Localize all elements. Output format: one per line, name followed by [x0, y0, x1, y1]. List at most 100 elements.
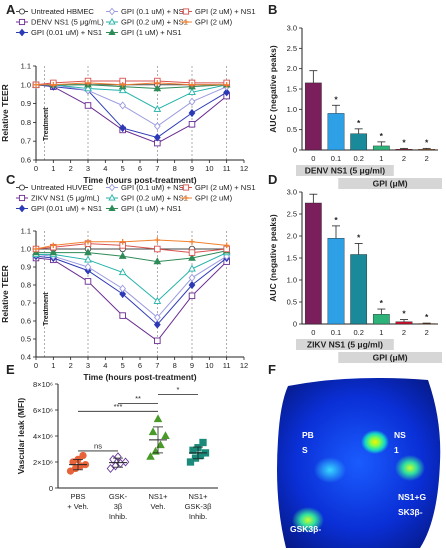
signal-spot: [292, 507, 324, 533]
data-point: [119, 289, 127, 299]
series-line: [35, 243, 227, 254]
x-tick-label: 0.1: [331, 328, 341, 337]
x-tick-label: 9: [190, 361, 194, 370]
tissue-background: [277, 378, 441, 548]
x-tick-label: 2: [69, 361, 73, 370]
legend-label: GPI (1 uM) + NS1: [121, 204, 182, 213]
signal-spot: [395, 455, 425, 481]
group-label: ZIKV NS1 (5 μg/ml): [307, 340, 383, 350]
x-tick-label: 11: [223, 361, 231, 370]
legend-marker: [182, 184, 190, 191]
data-point: [119, 101, 127, 110]
x-category-label: NS1+: [149, 492, 169, 501]
y-tick-label: 4×10⁶: [33, 432, 53, 441]
panel-b-bar-chart: 0 0.5 1.0 1.5 2.0 2.5 3.0 AUC (negative peaks) 0…: [268, 24, 442, 189]
data-point: [84, 102, 92, 109]
y-tick-label: 1.1: [21, 227, 31, 236]
significance-star: *: [425, 312, 429, 322]
x-tick-label: 10: [205, 164, 213, 173]
significance-label: ns: [94, 441, 102, 450]
y-tick-label: 1.5: [287, 85, 297, 94]
bar: [395, 148, 413, 151]
x-tick-label: 0.2: [353, 328, 363, 337]
x-tick-label: 6: [138, 164, 142, 173]
data-point: [188, 121, 196, 128]
series-line: [36, 84, 227, 110]
x-tick-label: 0: [34, 361, 38, 370]
series-line: [35, 257, 228, 342]
panel-d-bar-chart: 0 0.5 1.0 1.5 2.0 2.5 3.0 AUC (negative peaks) 0…: [268, 188, 442, 363]
data-point: [84, 255, 92, 263]
y-tick-label: 0: [293, 146, 297, 155]
x-category-label: PBS: [70, 492, 85, 501]
legend-marker: [18, 194, 26, 202]
y-tick-label: 1.0: [21, 245, 31, 254]
image-label: 1: [394, 445, 399, 455]
y-axis-title: Relative TEER: [0, 265, 10, 323]
data-point: [188, 273, 196, 282]
x-tick-label: 5: [121, 361, 125, 370]
data-point: [223, 88, 231, 97]
data-point: [188, 264, 196, 272]
significance-star: *: [425, 137, 429, 147]
bar: [304, 82, 322, 151]
y-tick-label: 0.9: [21, 99, 31, 108]
significance-star: *: [402, 309, 406, 319]
legend-label: GPI (2 uM) + NS1: [195, 183, 256, 192]
legend-marker: [18, 204, 26, 213]
x-axis-title: Time (hours post-treatment): [83, 175, 196, 185]
panel-f-fluorescence-image: PB S NS 1 NS1+G SK3β- GSK3β-: [277, 378, 441, 548]
x-tick-label: 1: [51, 361, 55, 370]
x-tick-label: 0.1: [331, 154, 341, 163]
data-point: [79, 451, 87, 460]
x-tick-label: 2: [402, 154, 406, 163]
data-point: [154, 245, 161, 253]
y-tick-label: 0.6: [21, 156, 31, 165]
panel-label-a: A: [6, 2, 16, 17]
y-tick-label: 1.0: [287, 276, 297, 285]
significance-star: *: [357, 232, 361, 242]
legend-marker: [18, 184, 26, 191]
x-tick-label: 5: [121, 164, 125, 173]
y-tick-label: 0.9: [21, 263, 31, 272]
data-point: [118, 268, 127, 276]
data-point: [153, 313, 161, 322]
x-category-label: Inhib.: [109, 512, 127, 521]
legend-marker: [108, 193, 116, 201]
data-point: [153, 320, 161, 329]
data-point: [153, 414, 163, 423]
data-point: [188, 280, 196, 290]
legend-marker: [18, 28, 26, 37]
x-tick-label: 0: [311, 154, 315, 163]
data-point: [146, 452, 155, 460]
data-point: [84, 248, 92, 256]
legend-marker: [108, 7, 116, 16]
y-tick-label: 0.7: [21, 299, 31, 308]
bar: [418, 323, 436, 325]
series-line: [35, 84, 227, 144]
sub-label: GPI (μM): [373, 179, 408, 189]
image-label: SK3β-: [398, 507, 423, 517]
legend-label: GPI (0.2 uM) + NS1: [121, 18, 188, 27]
data-point: [188, 253, 196, 261]
x-tick-label: 2: [69, 164, 73, 173]
y-tick-label: 0.4: [21, 353, 31, 362]
data-point: [49, 248, 58, 256]
legend-marker: [108, 204, 116, 212]
data-point: [153, 84, 162, 92]
sub-label-box: [338, 352, 442, 363]
x-tick-label: 2: [425, 328, 429, 337]
legend-label: GPI (2 uM) + NS1: [195, 7, 256, 16]
legend-label: GPI (0.01 uM) + NS1: [31, 28, 102, 37]
bar: [418, 148, 436, 151]
y-tick-label: 0.8: [21, 118, 31, 127]
image-label: PB: [302, 430, 314, 440]
x-tick-label: 4: [103, 164, 107, 173]
data-point: [188, 108, 196, 118]
x-tick-label: 12: [240, 361, 248, 370]
data-point: [153, 133, 161, 142]
legend-marker: [18, 8, 26, 15]
data-point: [188, 292, 196, 300]
